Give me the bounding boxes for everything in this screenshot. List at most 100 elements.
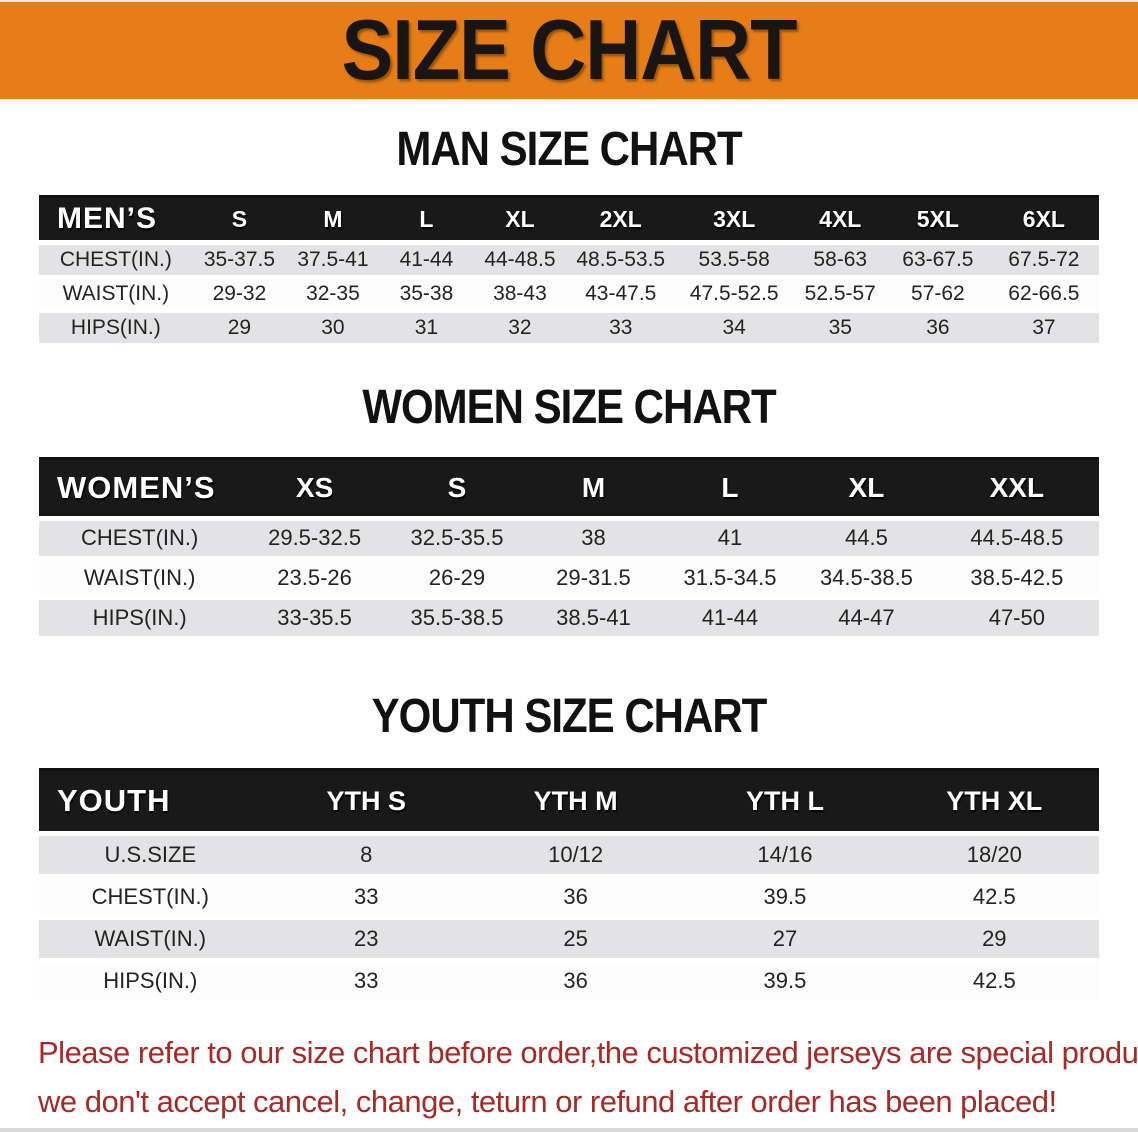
size-column-header: XS <box>240 456 389 521</box>
measurement-value: 31.5-34.5 <box>661 558 799 600</box>
measurement-row: WAIST(IN.) 29-32 32-35 35-38 38-43 43-47.5 47.… <box>39 276 1099 313</box>
size-column-header: M <box>286 195 380 245</box>
title-banner: SIZE CHART <box>0 0 1138 99</box>
measurement-value: 30 <box>286 310 380 347</box>
measurement-value: 52.5-57 <box>793 276 888 313</box>
measurement-row: WAIST(IN.) 23 25 27 29 <box>39 917 1099 962</box>
table-title-cell: WOMEN’S <box>39 456 241 521</box>
measurement-value: 39.5 <box>680 959 890 1004</box>
disclaimer: Please refer to our size chart before or… <box>0 1028 1138 1126</box>
youth-size-table: YOUTH YTH S YTH M YTH L YTH XL U.S.SIZE 8 10/12… <box>39 768 1099 1004</box>
measurement-value: 26-29 <box>388 558 526 600</box>
measurement-row: CHEST(IN.) 35-37.5 37.5-41 41-44 44-48.5 48.5… <box>39 242 1099 279</box>
measurement-value: 38.5-41 <box>525 598 662 640</box>
measurement-value: 29 <box>889 917 1099 962</box>
measurement-value: 33 <box>261 875 471 920</box>
measurement-value: 33 <box>261 959 471 1004</box>
man-section-heading: MAN SIZE CHART <box>396 121 742 176</box>
size-column-header: YTH S <box>261 768 471 836</box>
measurement-value: 41-44 <box>661 598 799 640</box>
measurement-value: 36 <box>470 875 681 920</box>
measurement-value: 10/12 <box>470 833 681 878</box>
measurement-value: 62-66.5 <box>988 276 1099 313</box>
size-column-header: L <box>661 456 799 521</box>
measurement-value: 42.5 <box>889 959 1099 1004</box>
size-column-header: 3XL <box>674 195 794 245</box>
measurement-value: 29-31.5 <box>525 558 662 600</box>
measurement-label: WAIST(IN.) <box>39 276 193 313</box>
measurement-value: 36 <box>887 310 989 347</box>
measurement-value: 43-47.5 <box>566 276 675 313</box>
measurement-row: U.S.SIZE 8 10/12 14/16 18/20 <box>39 833 1099 878</box>
mens-size-table: MEN’S S M L XL 2XL 3XL 4XL 5XL 6XL CHEST(IN.) 35-37… <box>39 195 1099 347</box>
measurement-label: CHEST(IN.) <box>39 518 241 560</box>
measurement-value: 48.5-53.5 <box>566 242 675 279</box>
measurement-value: 8 <box>261 833 471 878</box>
measurement-value: 53.5-58 <box>674 242 794 279</box>
table-title-cell: YOUTH <box>39 768 262 836</box>
measurement-value: 14/16 <box>680 833 890 878</box>
table-header-row: WOMEN’S XS S M L XL XXL <box>39 456 1099 521</box>
size-column-header: XXL <box>934 456 1099 521</box>
measurement-row: HIPS(IN.) 33-35.5 35.5-38.5 38.5-41 41-44 44-… <box>39 598 1099 640</box>
table-header-row: YOUTH YTH S YTH M YTH L YTH XL <box>39 768 1099 836</box>
womens-size-table: WOMEN’S XS S M L XL XXL CHEST(IN.) 29.5-32.5 32.5… <box>39 456 1099 640</box>
measurement-value: 37 <box>988 310 1099 347</box>
measurement-value: 31 <box>379 310 474 347</box>
measurement-value: 32 <box>473 310 567 347</box>
measurement-value: 35-38 <box>379 276 474 313</box>
measurement-value: 63-67.5 <box>887 242 989 279</box>
measurement-value: 47-50 <box>934 598 1099 640</box>
measurement-row: WAIST(IN.) 23.5-26 26-29 29-31.5 31.5-34.5 34… <box>39 558 1099 600</box>
measurement-label: HIPS(IN.) <box>39 310 193 347</box>
measurement-label: WAIST(IN.) <box>39 558 241 600</box>
measurement-value: 23.5-26 <box>240 558 389 600</box>
measurement-value: 44-48.5 <box>473 242 567 279</box>
measurement-value: 47.5-52.5 <box>674 276 794 313</box>
disclaimer-line-1: Please refer to our size chart before or… <box>38 1034 1138 1070</box>
measurement-label: CHEST(IN.) <box>39 242 193 279</box>
size-column-header: YTH M <box>470 768 681 836</box>
disclaimer-line-2: we don't accept cancel, change, teturn o… <box>38 1083 1057 1119</box>
measurement-value: 33 <box>566 310 675 347</box>
measurement-label: CHEST(IN.) <box>39 875 262 920</box>
measurement-value: 35 <box>793 310 888 347</box>
measurement-value: 35-37.5 <box>192 242 287 279</box>
size-column-header: YTH XL <box>889 768 1099 836</box>
measurement-value: 44.5 <box>798 518 935 560</box>
measurement-value: 39.5 <box>680 875 890 920</box>
measurement-value: 23 <box>261 917 471 962</box>
measurement-value: 42.5 <box>889 875 1099 920</box>
measurement-value: 44-47 <box>798 598 935 640</box>
measurement-value: 41 <box>661 518 799 560</box>
measurement-value: 18/20 <box>889 833 1099 878</box>
man-size-section: MAN SIZE CHART MEN’S S M L XL 2XL 3XL 4XL 5XL 6XL… <box>0 121 1138 347</box>
measurement-value: 29-32 <box>192 276 287 313</box>
measurement-row: HIPS(IN.) 29 30 31 32 33 34 35 36 37 <box>39 310 1099 347</box>
measurement-value: 25 <box>470 917 681 962</box>
measurement-value: 38.5-42.5 <box>934 558 1099 600</box>
measurement-value: 34 <box>674 310 794 347</box>
size-column-header: XL <box>473 195 567 245</box>
measurement-value: 58-63 <box>793 242 888 279</box>
measurement-label: U.S.SIZE <box>39 833 262 878</box>
measurement-value: 32-35 <box>286 276 380 313</box>
youth-size-section: YOUTH SIZE CHART YOUTH YTH S YTH M YTH L YTH… <box>0 688 1138 1004</box>
size-column-header: L <box>379 195 474 245</box>
women-section-heading: WOMEN SIZE CHART <box>362 378 776 433</box>
measurement-value: 35.5-38.5 <box>388 598 526 640</box>
measurement-value: 67.5-72 <box>988 242 1099 279</box>
measurement-value: 29.5-32.5 <box>240 518 389 560</box>
size-column-header: 4XL <box>793 195 888 245</box>
measurement-value: 34.5-38.5 <box>798 558 935 600</box>
size-column-header: 5XL <box>887 195 989 245</box>
page-title: SIZE CHART <box>341 2 798 99</box>
measurement-value: 32.5-35.5 <box>388 518 526 560</box>
size-column-header: YTH L <box>680 768 890 836</box>
measurement-value: 37.5-41 <box>286 242 380 279</box>
women-size-section: WOMEN SIZE CHART WOMEN’S XS S M L XL XXL CHEST(… <box>0 379 1138 640</box>
measurement-row: CHEST(IN.) 33 36 39.5 42.5 <box>39 875 1099 920</box>
measurement-value: 33-35.5 <box>240 598 389 640</box>
measurement-label: HIPS(IN.) <box>39 959 262 1004</box>
